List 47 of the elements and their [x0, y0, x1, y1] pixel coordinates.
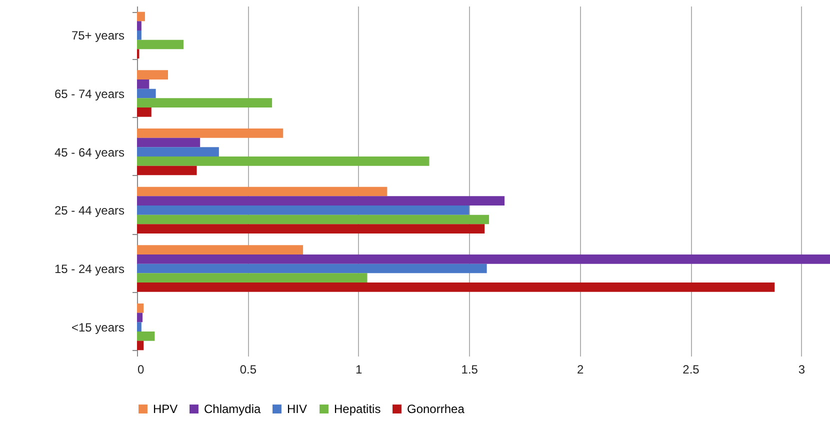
- bar: [137, 30, 142, 40]
- bar: [137, 80, 150, 89]
- y-tick-label: 65 - 74 years: [54, 87, 124, 101]
- bar: [137, 156, 430, 166]
- bar: [137, 264, 487, 274]
- legend-label: Gonorrhea: [407, 402, 465, 416]
- x-tick-label: 0: [138, 362, 144, 376]
- bar: [137, 196, 505, 206]
- x-tick-label: 1.5: [461, 362, 478, 376]
- x-tick-label: 3: [798, 362, 806, 376]
- bar: [137, 128, 284, 138]
- y-tick-label: 15 - 24 years: [54, 262, 124, 276]
- bar: [137, 224, 485, 234]
- bar: [137, 340, 144, 350]
- bar: [137, 108, 152, 117]
- bar: [137, 70, 168, 80]
- bar: [137, 147, 219, 156]
- legend-label: Chlamydia: [204, 402, 262, 416]
- y-tick-label: 75+ years: [71, 28, 124, 43]
- bar: [137, 138, 200, 148]
- bar: [137, 254, 830, 264]
- y-tick-label: 25 - 44 years: [54, 204, 124, 218]
- bar: [137, 21, 142, 30]
- y-tick-label: 45 - 64 years: [54, 145, 124, 160]
- bar: [137, 214, 490, 224]
- bar: [137, 186, 388, 196]
- bar: [137, 282, 775, 292]
- bar: [137, 40, 184, 50]
- legend-label: HPV: [153, 402, 178, 416]
- bar: [137, 245, 304, 254]
- legend-label: Hepatitis: [334, 402, 381, 416]
- bar: [137, 312, 143, 322]
- x-tick-label: 2.5: [682, 362, 700, 376]
- bar: [137, 166, 197, 176]
- x-tick-label: 1: [356, 362, 363, 376]
- bar: [137, 332, 155, 341]
- x-tick-label: 0.5: [240, 362, 257, 376]
- legend-label: HIV: [287, 402, 308, 416]
- bar: [137, 273, 368, 282]
- x-tick-label: 2: [576, 362, 584, 376]
- bar: [137, 12, 145, 22]
- bar: [137, 98, 272, 108]
- bar: [137, 304, 144, 313]
- y-tick-label: <15 years: [71, 320, 124, 334]
- bar: [137, 322, 142, 332]
- bar: [137, 206, 470, 215]
- bar: [137, 88, 156, 98]
